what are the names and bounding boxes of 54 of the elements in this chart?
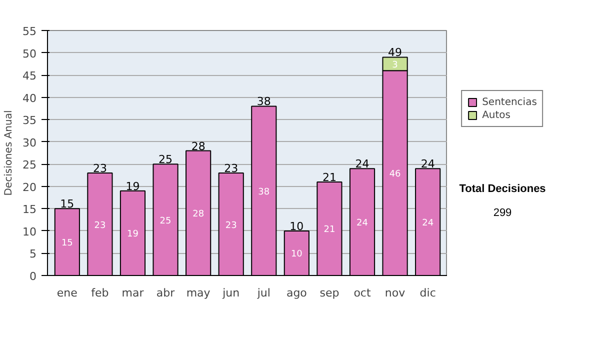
legend-label: Autos bbox=[482, 109, 510, 121]
data-label: 46 bbox=[389, 170, 402, 180]
x-tick-label: jul bbox=[256, 286, 270, 300]
y-tick-label: 40 bbox=[22, 92, 37, 105]
data-label: 38 bbox=[258, 187, 270, 198]
total-label: 25 bbox=[158, 153, 173, 166]
y-tick-label: 20 bbox=[22, 180, 37, 194]
total-label: 21 bbox=[322, 170, 336, 184]
data-label: 10 bbox=[290, 250, 303, 260]
x-tick-label: abr bbox=[156, 286, 176, 300]
total-label: 28 bbox=[191, 140, 206, 153]
y-tick-label: 10 bbox=[22, 225, 37, 238]
legend-label: Sentencias bbox=[482, 96, 537, 108]
total-label: 24 bbox=[420, 158, 435, 171]
x-tick-label: dic bbox=[420, 286, 436, 300]
y-tick-label: 5 bbox=[30, 248, 36, 261]
text: 299 bbox=[493, 207, 512, 219]
data-label: 23 bbox=[225, 220, 237, 231]
total-label: 23 bbox=[224, 162, 238, 176]
data-label: 28 bbox=[192, 210, 204, 220]
total-label: 23 bbox=[92, 162, 107, 176]
x-tick-label: oct bbox=[354, 286, 372, 300]
x-tick-label: jun bbox=[222, 286, 240, 300]
total-label: 19 bbox=[126, 180, 140, 193]
total-label: 38 bbox=[256, 95, 271, 108]
x-tick-label: ago bbox=[286, 286, 308, 300]
data-label: 24 bbox=[356, 218, 368, 229]
data-label: 25 bbox=[160, 216, 172, 226]
data-label: 19 bbox=[127, 230, 139, 240]
total-label: 24 bbox=[355, 158, 370, 171]
x-tick-label: mar bbox=[122, 286, 144, 300]
x-tick-label: sep bbox=[320, 286, 340, 300]
data-label: 24 bbox=[422, 218, 434, 229]
text: Total Decisiones bbox=[459, 182, 546, 195]
y-tick-label: 15 bbox=[22, 203, 37, 216]
data-label: 15 bbox=[61, 238, 73, 249]
y-tick-label: 0 bbox=[30, 270, 36, 283]
x-tick-label: may bbox=[186, 286, 211, 300]
data-label: 23 bbox=[94, 220, 106, 231]
x-tick-label: ene bbox=[56, 286, 78, 300]
x-tick-label: nov bbox=[384, 286, 406, 300]
total-label: 10 bbox=[290, 220, 304, 233]
y-axis-title: Decisiones Anual bbox=[4, 110, 15, 196]
y-tick-label: 45 bbox=[22, 70, 37, 83]
data-label: 21 bbox=[324, 225, 336, 236]
y-tick-label: 30 bbox=[22, 136, 37, 150]
y-tick-label: 55 bbox=[22, 25, 37, 38]
y-tick-label: 50 bbox=[22, 47, 37, 60]
y-tick-label: 35 bbox=[22, 114, 37, 128]
total-label: 15 bbox=[60, 198, 74, 211]
data-label: 3 bbox=[392, 60, 398, 70]
total-label: 49 bbox=[388, 46, 402, 60]
x-tick-label: feb bbox=[91, 286, 109, 300]
y-tick-label: 25 bbox=[22, 158, 37, 172]
